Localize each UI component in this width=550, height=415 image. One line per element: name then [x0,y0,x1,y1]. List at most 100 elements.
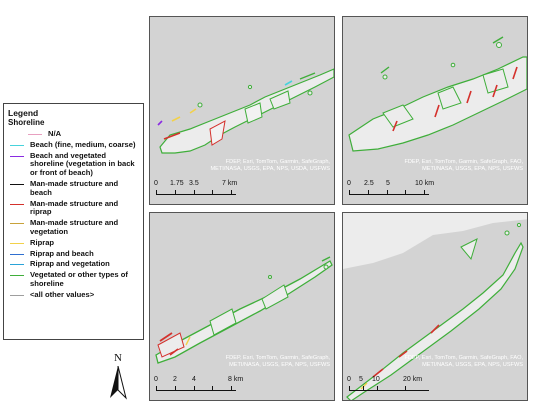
map-canvas [348,36,527,152]
shoreline-segment [189,108,197,114]
legend-item: Riprap [8,237,140,248]
legend-swatch [10,294,24,296]
legend-swatch [10,183,24,185]
legend-item-label: Man-made structure and beach [30,178,119,197]
legend-item-label: Riprap and beach [30,248,94,258]
legend-swatch [10,155,24,157]
scale-line [156,385,236,391]
shoreline-segment [159,332,173,342]
legend-item: N/A [8,129,140,139]
legend-item: Vegetated or other types of shoreline [8,270,140,289]
scale-label: 10 [372,376,380,383]
legend-item: Man-made structure and beach [8,178,140,198]
small-island [504,230,510,236]
scale-label: 0 [154,376,158,383]
shoreline-segment [284,80,293,86]
north-arrow: N [100,352,140,402]
north-arrow-icon [110,366,127,400]
legend-item: Beach (fine, medium, coarse) [8,139,140,150]
island-shape [482,68,509,94]
scale-label: 2.5 [364,180,374,187]
shoreline-segment [321,256,331,262]
island-shape [157,332,185,358]
island-shape [348,56,527,152]
legend-item-label: Riprap [30,237,55,247]
shoreline-segment [492,84,498,98]
legend-swatch [10,242,24,244]
scale-line [156,189,236,195]
scale-label: 0 [347,180,351,187]
shoreline-segment [492,36,504,44]
map-panel: FDEP, Esri, TomTom, Garmin, SafeGraph, M… [149,212,335,401]
legend-title: Legend [8,108,39,118]
island-shape [209,308,237,336]
legend-swatch [10,203,24,205]
scale-label: 0 [347,376,351,383]
small-island [307,90,313,96]
legend-item: Riprap and vegetation [8,260,140,269]
scale-label: 0 [154,180,158,187]
scale-label: 5 [359,376,363,383]
map-panel: FDEP, Esri, TomTom, Garmin, SafeGraph, F… [342,212,528,401]
north-label: N [114,352,122,364]
legend-swatch [10,264,24,266]
shoreline-segment [512,66,518,80]
small-island [382,74,388,80]
shoreline-segment [380,66,390,74]
map-panel: FDEP, Esri, TomTom, Garmin, SafeGraph, F… [342,16,528,205]
island-shape [209,120,226,146]
mainland [343,213,527,269]
attribution-text: FDEP, Esri, TomTom, Garmin, SafeGraph, M… [225,355,330,369]
legend-swatch [10,223,24,225]
legend-item-label: Riprap and vegetation [30,259,110,269]
island-shape [437,86,462,110]
scale-bar: 0 5 10 20 km [347,376,429,391]
scale-label: 3.5 [189,180,199,187]
legend-item-label: Beach (fine, medium, coarse) [30,139,136,149]
small-island [323,264,329,270]
scale-line [349,385,429,391]
scale-bar: 0 1.75 3.5 7 km [154,180,238,195]
scale-label: 5 [386,180,390,187]
attribution-text: FDEP, Esri, TomTom, Garmin, SafeGraph, F… [404,355,523,369]
map-canvas [343,213,527,400]
scale-label: 7 km [222,180,238,187]
small-island [247,84,253,90]
legend-item-label: <all other values> [30,289,95,299]
legend-item-label: Man-made structure and riprap [30,198,119,217]
shoreline-segment [299,72,316,80]
scale-label: 4 [192,376,196,383]
small-island [268,275,272,279]
island-shape [382,104,414,128]
map-legend: Legend Shoreline N/A Beach (fine, medium… [3,103,144,340]
legend-swatch [10,253,24,255]
scale-label: 1.75 [170,180,184,187]
island-shape [261,284,289,310]
map-canvas [157,68,334,154]
small-island [450,62,456,68]
legend-item-label: Beach and vegetated shoreline (vegetatio… [30,150,135,178]
legend-item: <all other values> [8,289,140,300]
scale-line [349,189,429,195]
map-canvas [155,256,333,364]
legend-item: Man-made structure and vegetation [8,218,140,237]
scale-label: 2 [173,376,177,383]
shoreline-segment [360,382,368,390]
legend-subtitle: Shoreline [8,118,45,127]
small-island [516,222,522,228]
island-shape [460,238,478,261]
attribution-text: FDEP, Esri, TomTom, Garmin, SafeGraph, F… [404,159,523,173]
island-shape [269,90,291,110]
shoreline-segment [430,324,440,334]
scale-bar: 0 2.5 5 10 km [347,180,434,195]
legend-item-label: N/A [48,129,62,138]
island-shape [244,102,263,124]
shoreline-segment [157,120,163,126]
shoreline-segment [434,104,440,118]
legend-swatch [10,144,24,146]
shoreline-segment [392,120,398,132]
map-panel: FDEP, Esri, TomTom, Garmin, SafeGraph, M… [149,16,335,205]
legend-item: Beach and vegetated shoreline (vegetatio… [8,150,140,178]
small-island [496,42,502,48]
legend-item-label: Man-made structure and vegetation [30,218,119,236]
